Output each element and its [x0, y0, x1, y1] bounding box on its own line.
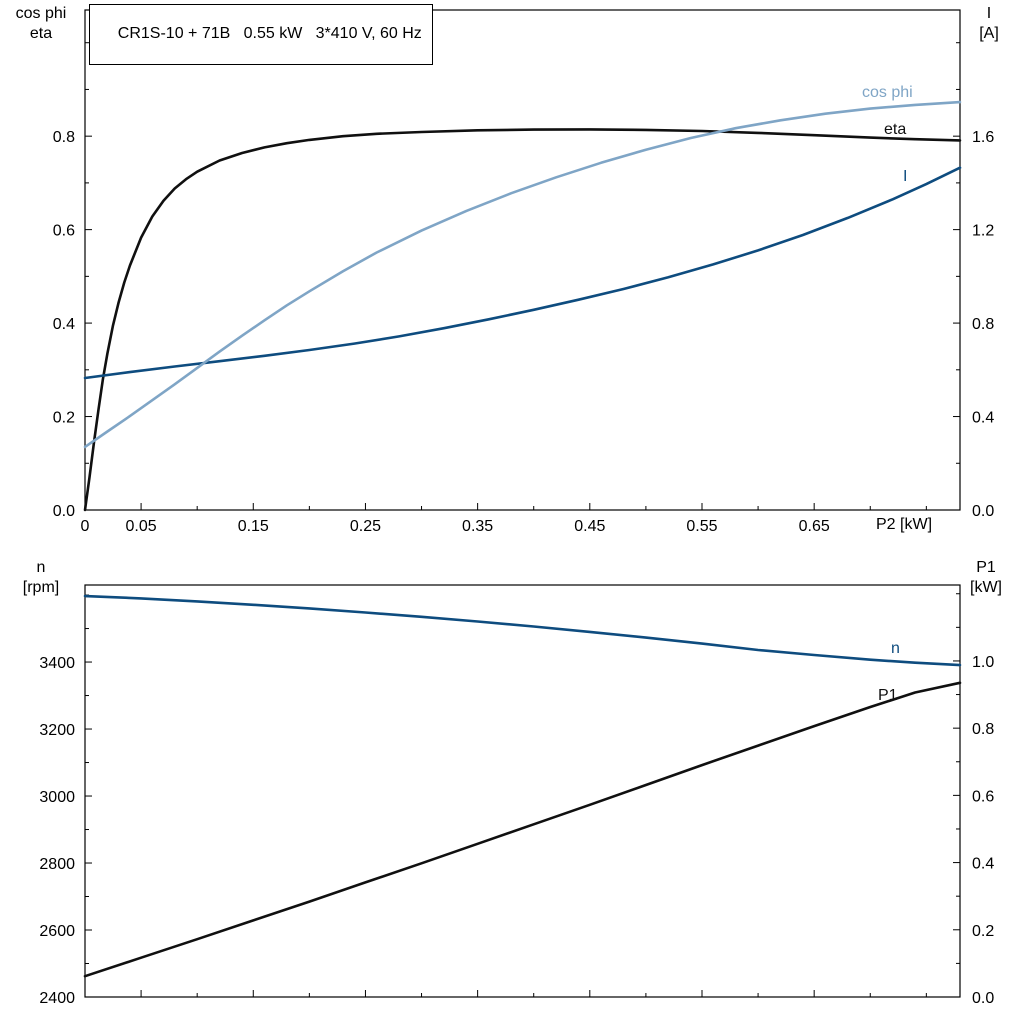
x-tick-label: 0.25 [350, 518, 381, 535]
axis-title-line: [A] [979, 25, 999, 42]
y-right-tick-label: 0.8 [972, 316, 994, 333]
y-left-tick-label: 3400 [39, 655, 75, 672]
chart-title: CR1S-10 + 71B 0.55 kW 3*410 V, 60 Hz [117, 25, 422, 42]
top-chart-right-axis-title: I [A] [962, 4, 1016, 44]
curve-eta [83, 128, 962, 512]
curve-i [83, 166, 962, 380]
plot-frame [84, 584, 961, 998]
y-right-tick-label: 0.2 [972, 923, 994, 940]
y-right-tick-label: 0.8 [972, 721, 994, 738]
top-chart-left-axis-title: cos phi eta [4, 4, 78, 44]
plot-frame [84, 9, 961, 511]
bottom-chart-left-axis-title: n [rpm] [4, 558, 78, 598]
y-left-tick-label: 3000 [39, 789, 75, 806]
curve-label-i: I [903, 168, 907, 185]
y-right-tick-label: 0.0 [972, 503, 994, 520]
x-tick-label: 0 [81, 518, 90, 535]
y-right-tick-label: 1.6 [972, 129, 994, 146]
axis-title-line: cos phi [15, 5, 67, 22]
y-right-tick-label: 1.2 [972, 223, 994, 240]
y-left-tick-label: 0.0 [53, 503, 75, 520]
axis-title-line: [kW] [970, 579, 1002, 596]
y-right-tick-label: 1.0 [972, 654, 994, 671]
curve-label-n: n [891, 640, 900, 657]
y-left-tick-label: 2800 [39, 856, 75, 873]
x-tick-label: 0.35 [462, 518, 493, 535]
y-right-tick-label: 0.4 [972, 856, 994, 873]
curve-label-cos-phi: cos phi [862, 84, 913, 101]
y-right-tick-label: 0.6 [972, 788, 994, 805]
x-axis-title: P2 [kW] [876, 516, 933, 533]
curve-n [83, 594, 962, 667]
x-tick-label: 0.15 [238, 518, 269, 535]
y-right-tick-label: 0.4 [972, 410, 994, 427]
curve-p1 [83, 681, 962, 978]
x-tick-label: 0.45 [574, 518, 605, 535]
y-left-tick-label: 0.4 [53, 316, 75, 333]
chart-title-box: CR1S-10 + 71B 0.55 kW 3*410 V, 60 Hz [89, 4, 433, 65]
y-right-tick-label: 0.0 [972, 990, 994, 1007]
curve-label-p1: P1 [878, 687, 898, 704]
curve-cos-phi [83, 100, 962, 449]
axis-title-line: P1 [976, 559, 996, 576]
y-left-tick-label: 3200 [39, 722, 75, 739]
y-left-tick-label: 0.2 [53, 410, 75, 427]
axis-title-line: eta [29, 25, 53, 42]
x-tick-label: 0.55 [686, 518, 717, 535]
axis-title-line: [rpm] [22, 579, 60, 596]
y-left-tick-label: 2600 [39, 923, 75, 940]
y-left-tick-label: 0.6 [53, 223, 75, 240]
y-left-tick-label: 2400 [39, 990, 75, 1007]
axis-title-line: I [986, 5, 992, 22]
curve-label-eta: eta [884, 121, 906, 138]
x-tick-label: 0.05 [126, 518, 157, 535]
y-left-tick-label: 0.8 [53, 129, 75, 146]
axis-title-line: n [36, 559, 46, 576]
x-tick-label: 0.65 [799, 518, 830, 535]
bottom-chart-right-axis-title: P1 [kW] [956, 558, 1016, 598]
